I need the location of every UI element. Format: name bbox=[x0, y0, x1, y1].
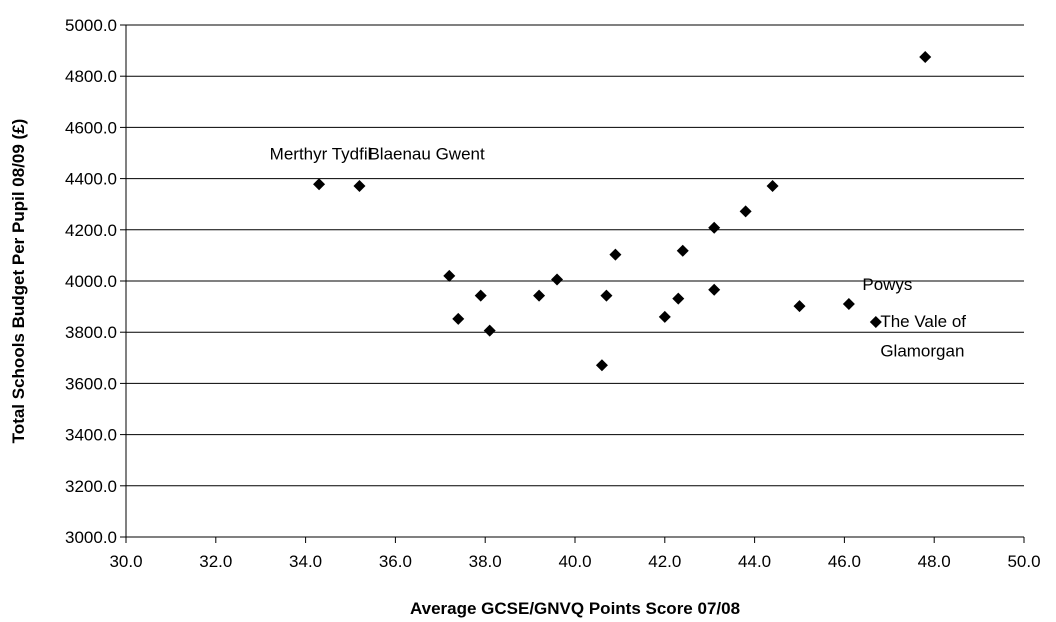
data-point bbox=[708, 283, 721, 296]
x-tick-label: 36.0 bbox=[379, 552, 412, 571]
y-tick-label: 3800.0 bbox=[65, 323, 117, 342]
data-point bbox=[672, 292, 685, 305]
data-point bbox=[443, 269, 456, 282]
annotation-label: Blaenau Gwent bbox=[368, 144, 485, 163]
data-point bbox=[533, 289, 546, 302]
data-point bbox=[869, 315, 882, 328]
y-tick-label: 5000.0 bbox=[65, 16, 117, 35]
x-tick-label: 48.0 bbox=[918, 552, 951, 571]
x-tick-label: 30.0 bbox=[109, 552, 142, 571]
x-axis-title: Average GCSE/GNVQ Points Score 07/08 bbox=[410, 599, 740, 618]
data-points bbox=[313, 51, 932, 372]
y-tick-label: 4800.0 bbox=[65, 67, 117, 86]
y-tick-label: 4000.0 bbox=[65, 272, 117, 291]
data-point bbox=[313, 178, 326, 191]
data-point bbox=[676, 244, 689, 257]
y-tick-label: 4400.0 bbox=[65, 170, 117, 189]
gridlines bbox=[126, 24, 1024, 487]
data-point bbox=[609, 248, 622, 261]
data-point bbox=[739, 205, 752, 218]
x-tick-label: 32.0 bbox=[199, 552, 232, 571]
data-point bbox=[708, 221, 721, 234]
x-tick-label: 46.0 bbox=[828, 552, 861, 571]
x-tick-label: 44.0 bbox=[738, 552, 771, 571]
y-tick-label: 3600.0 bbox=[65, 374, 117, 393]
y-tick-labels: 3000.0 3200.0 3400.0 3600.0 3800.0 4000.0 4200… bbox=[65, 16, 126, 547]
annotation-label: Glamorgan bbox=[880, 342, 964, 361]
x-tick-label: 34.0 bbox=[289, 552, 322, 571]
data-point bbox=[793, 300, 806, 313]
data-point bbox=[842, 298, 855, 311]
y-tick-label: 3000.0 bbox=[65, 528, 117, 547]
data-point bbox=[919, 51, 932, 63]
x-tick-label: 42.0 bbox=[648, 552, 681, 571]
annotation-label: Merthyr Tydfil bbox=[270, 144, 372, 163]
data-point bbox=[658, 310, 671, 323]
data-point bbox=[766, 180, 779, 193]
data-point bbox=[595, 359, 608, 372]
annotation-label: The Vale of bbox=[880, 312, 966, 331]
y-tick-label: 4600.0 bbox=[65, 118, 117, 137]
y-axis-title: Total Schools Budget Per Pupil 08/09 (£) bbox=[9, 119, 28, 444]
data-point bbox=[474, 289, 487, 302]
x-tick-label: 38.0 bbox=[469, 552, 502, 571]
y-tick-label: 4200.0 bbox=[65, 221, 117, 240]
y-tick-label: 3200.0 bbox=[65, 477, 117, 496]
data-point bbox=[353, 180, 366, 193]
data-point bbox=[483, 324, 496, 337]
x-tick-label: 40.0 bbox=[558, 552, 591, 571]
data-point bbox=[452, 312, 465, 325]
x-tick-labels: 30.0 32.0 34.0 36.0 38.0 40.0 42.0 44.0 46.0 48.0… bbox=[109, 537, 1041, 571]
annotation-label: Powys bbox=[862, 275, 912, 294]
data-point bbox=[551, 273, 564, 286]
data-point bbox=[600, 289, 613, 302]
x-tick-label: 50.0 bbox=[1007, 552, 1040, 571]
y-tick-label: 3400.0 bbox=[65, 426, 117, 445]
